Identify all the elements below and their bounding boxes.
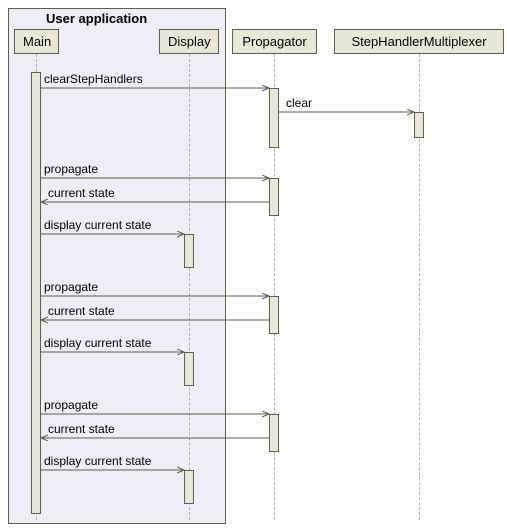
activation-propagator-3 xyxy=(269,296,279,334)
activation-main xyxy=(31,72,41,514)
activation-propagator-2 xyxy=(269,178,279,216)
msg-display-current-state-2: display current state xyxy=(44,336,151,350)
msg-clear: clear xyxy=(286,96,312,110)
msg-clear-step-handlers: clearStepHandlers xyxy=(44,72,143,86)
msg-propagate-1: propagate xyxy=(44,162,98,176)
msg-current-state-2: current state xyxy=(48,304,115,318)
msg-propagate-2: propagate xyxy=(44,280,98,294)
participant-display: Display xyxy=(159,29,219,54)
msg-current-state-1: current state xyxy=(48,186,115,200)
activation-propagator-1 xyxy=(269,88,279,148)
activation-propagator-4 xyxy=(269,414,279,452)
participant-main: Main xyxy=(14,29,59,54)
activation-shm xyxy=(414,112,424,138)
activation-display-2 xyxy=(184,352,194,386)
participant-propagator: Propagator xyxy=(232,29,317,54)
msg-propagate-3: propagate xyxy=(44,398,98,412)
participant-step-handler-multiplexer: StepHandlerMultiplexer xyxy=(334,29,504,54)
sequence-diagram: User application Main Display Propagator… xyxy=(4,4,507,526)
msg-display-current-state-3: display current state xyxy=(44,454,151,468)
frame-label: User application xyxy=(46,11,147,26)
msg-current-state-3: current state xyxy=(48,422,115,436)
activation-display-1 xyxy=(184,234,194,268)
msg-display-current-state-1: display current state xyxy=(44,218,151,232)
activation-display-3 xyxy=(184,470,194,504)
lifeline-display xyxy=(189,54,190,520)
